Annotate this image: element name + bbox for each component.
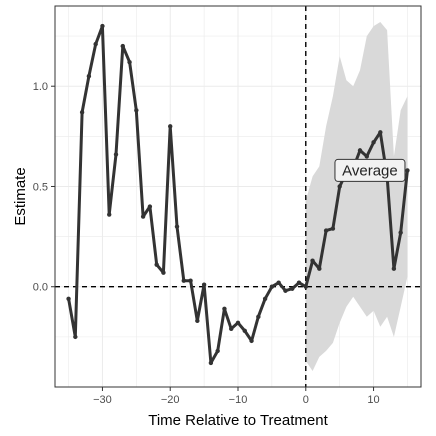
average-label: Average bbox=[342, 162, 398, 179]
confidence-band bbox=[305, 22, 408, 371]
y-tick-label: 1.0 bbox=[33, 81, 48, 93]
x-tick-label: −20 bbox=[161, 394, 180, 406]
estimate-point bbox=[269, 284, 275, 289]
estimate-point bbox=[290, 286, 295, 291]
estimate-point bbox=[161, 270, 166, 275]
estimate-point bbox=[296, 280, 302, 285]
estimate-point bbox=[364, 154, 369, 159]
x-tick-label: −10 bbox=[229, 394, 248, 406]
estimate-point bbox=[229, 326, 234, 332]
x-tick-label: 10 bbox=[367, 394, 379, 406]
estimate-point bbox=[147, 204, 153, 209]
annotation-layer: Average bbox=[334, 158, 406, 182]
estimate-point bbox=[120, 43, 125, 49]
estimate-point bbox=[66, 296, 71, 301]
estimate-point bbox=[79, 110, 85, 115]
estimate-point bbox=[93, 41, 98, 47]
estimate-point bbox=[222, 306, 227, 311]
estimate-point bbox=[208, 360, 214, 366]
estimate-point bbox=[398, 230, 403, 235]
reference-lines bbox=[55, 6, 421, 387]
estimate-point bbox=[262, 296, 268, 301]
estimate-point bbox=[140, 214, 146, 219]
confidence-band-layer bbox=[305, 22, 408, 371]
estimate-point bbox=[256, 314, 261, 320]
estimate-point bbox=[283, 288, 288, 293]
axis-ticks: −30 −20 −10 0 10 0.0 0.5 1.0 bbox=[33, 81, 380, 406]
estimate-point bbox=[330, 226, 336, 231]
estimate-point bbox=[107, 212, 112, 217]
estimate-point bbox=[134, 108, 139, 113]
y-tick-label: 0.5 bbox=[33, 181, 48, 193]
estimate-point bbox=[303, 284, 308, 289]
x-axis-title: Time Relative to Treatment bbox=[148, 412, 328, 429]
estimate-point bbox=[337, 184, 342, 189]
x-tick-label: 0 bbox=[303, 394, 309, 406]
estimate-point bbox=[317, 266, 322, 271]
estimate-point bbox=[181, 278, 186, 283]
estimate-point bbox=[310, 258, 315, 263]
estimate-point bbox=[201, 282, 207, 287]
estimate-point bbox=[113, 152, 119, 157]
estimate-point bbox=[357, 148, 363, 153]
estimate-point bbox=[323, 228, 329, 233]
estimate-point bbox=[391, 266, 397, 271]
estimate-point bbox=[235, 320, 241, 326]
estimate-point bbox=[174, 224, 180, 229]
estimate-point bbox=[242, 328, 247, 334]
estimate-point bbox=[405, 168, 410, 173]
y-tick-label: 0.0 bbox=[33, 282, 48, 294]
estimate-point bbox=[168, 124, 173, 129]
y-axis-title: Estimate bbox=[12, 167, 29, 225]
estimate-point bbox=[195, 318, 200, 324]
average-label-box bbox=[334, 158, 406, 182]
estimate-point bbox=[154, 262, 159, 267]
x-tick-label: −30 bbox=[93, 394, 112, 406]
estimate-point bbox=[215, 348, 220, 354]
estimate-point bbox=[73, 334, 78, 340]
estimate-point bbox=[371, 140, 376, 145]
estimate-point bbox=[188, 278, 193, 283]
estimate-point bbox=[86, 73, 92, 79]
estimate-point bbox=[127, 59, 132, 65]
estimate-point bbox=[378, 130, 383, 135]
estimate-point bbox=[100, 23, 105, 29]
estimate-point bbox=[276, 280, 281, 285]
estimate-point bbox=[249, 338, 254, 344]
